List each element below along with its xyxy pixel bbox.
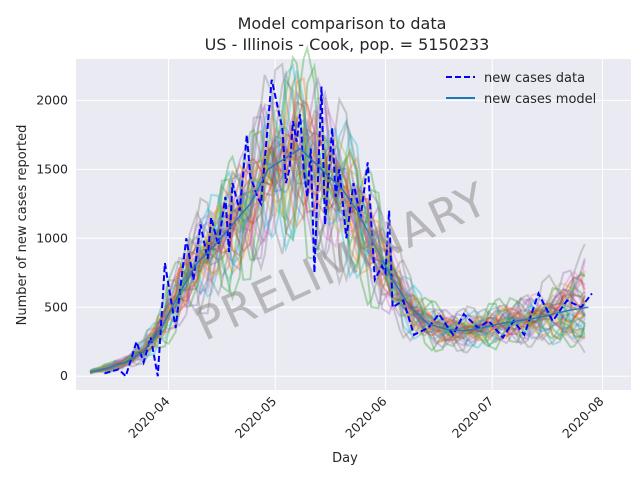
x-tick-label: 2020-05 bbox=[232, 394, 280, 442]
series-line-model bbox=[90, 147, 589, 373]
ensemble-line bbox=[90, 69, 586, 372]
ensemble-line bbox=[90, 78, 586, 374]
x-gridlines bbox=[168, 59, 604, 390]
y-tick-label: 1000 bbox=[36, 230, 68, 245]
series-line-data bbox=[104, 79, 593, 379]
ensemble-line bbox=[89, 117, 586, 375]
legend-label-model: new cases model bbox=[484, 92, 596, 107]
ensemble-line bbox=[89, 145, 586, 373]
y-tick-label: 500 bbox=[44, 299, 68, 314]
ensemble-line bbox=[90, 89, 586, 374]
y-tick-labels: 0 500 1000 1500 2000 bbox=[36, 92, 68, 383]
chart-subtitle: US - Illinois - Cook, pop. = 5150233 bbox=[205, 35, 490, 54]
x-tick-labels: 2020-04 2020-05 2020-06 2020-07 2020-08 bbox=[125, 393, 607, 441]
ensemble-line bbox=[89, 113, 586, 373]
legend: new cases data new cases model bbox=[446, 71, 596, 107]
ensemble-line bbox=[89, 62, 586, 375]
ensemble-line bbox=[89, 119, 585, 373]
x-tick-label: 2020-04 bbox=[125, 393, 173, 441]
legend-label-data: new cases data bbox=[484, 71, 585, 86]
x-axis-label: Day bbox=[332, 451, 358, 466]
y-tick-label: 2000 bbox=[36, 92, 68, 107]
series-layer bbox=[90, 79, 593, 379]
ensemble-line bbox=[89, 142, 586, 373]
y-axis-label: Number of new cases reported bbox=[15, 125, 30, 326]
ensemble-line bbox=[89, 132, 586, 373]
chart-title: Model comparison to data bbox=[238, 14, 447, 33]
x-tick-label: 2020-06 bbox=[342, 393, 390, 441]
x-tick-label: 2020-07 bbox=[449, 394, 497, 442]
y-gridlines bbox=[76, 99, 631, 377]
y-tick-label: 1500 bbox=[36, 161, 68, 176]
ensemble-line bbox=[89, 77, 586, 373]
ensemble-line bbox=[89, 70, 586, 372]
x-tick-label: 2020-08 bbox=[559, 393, 607, 441]
y-tick-label: 0 bbox=[60, 368, 68, 383]
ensemble-line bbox=[89, 54, 586, 373]
ensemble-line bbox=[89, 96, 586, 375]
ensemble-line bbox=[89, 44, 586, 373]
ensemble-line bbox=[89, 74, 586, 372]
ensemble-line bbox=[89, 63, 586, 372]
